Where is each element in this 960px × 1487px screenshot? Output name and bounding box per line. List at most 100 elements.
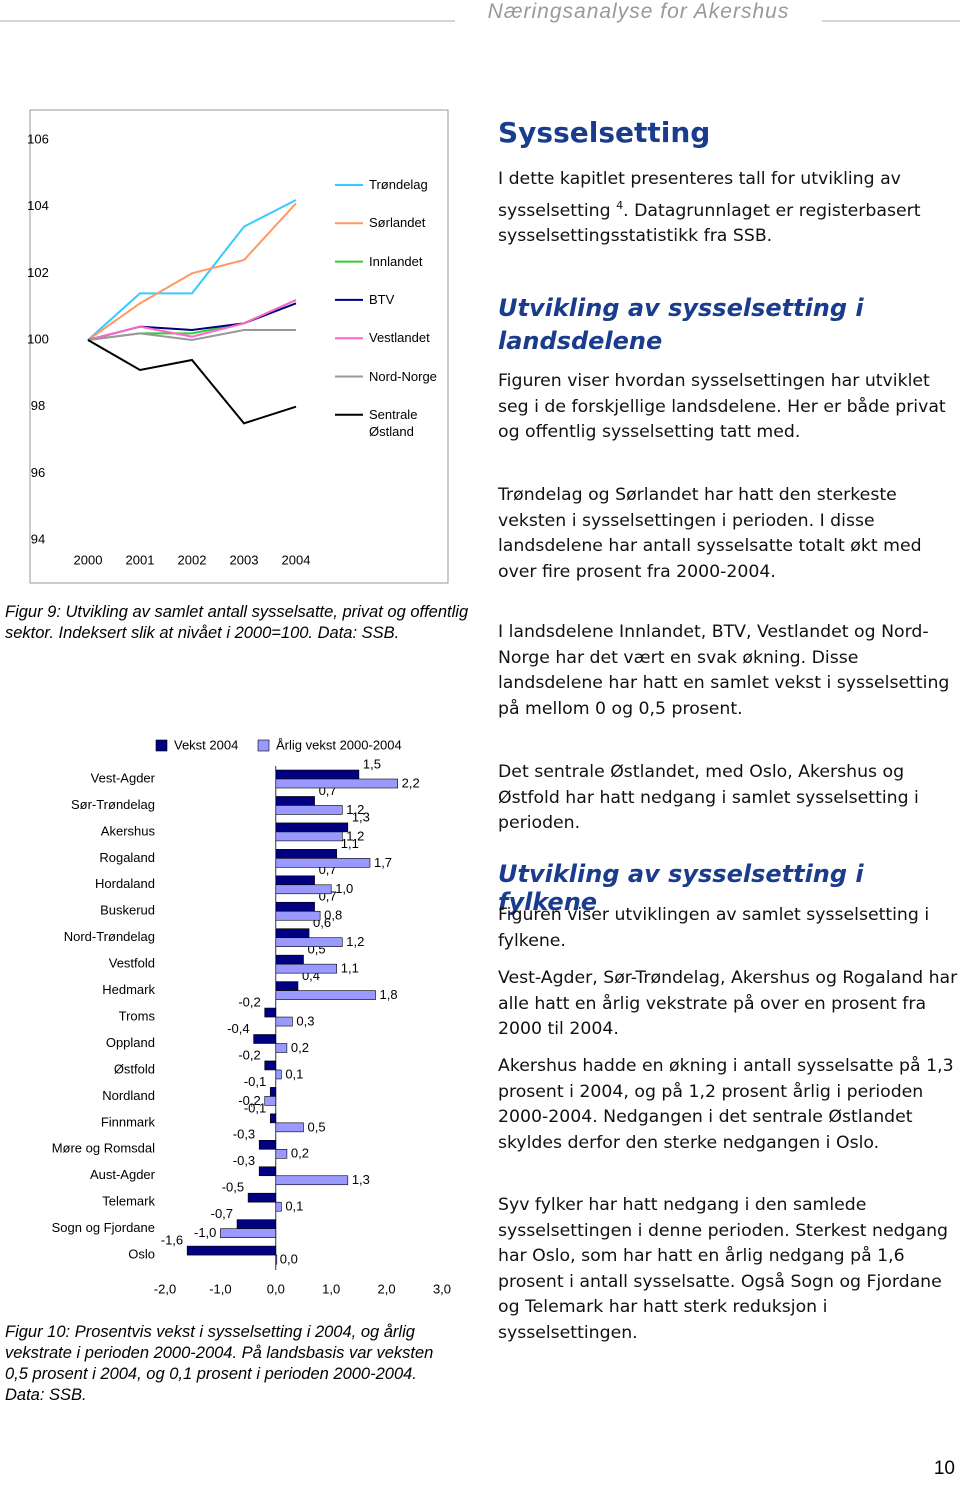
heading: Sysselsetting: [498, 116, 711, 149]
bar: [275, 884, 332, 895]
bar: [275, 1016, 293, 1027]
heading: Utvikling av sysselsetting i landsdelene: [498, 294, 864, 355]
data-label: 0,2: [291, 1040, 309, 1055]
x-tick-label: 0,0: [267, 1281, 285, 1296]
legend-label: Sentrale Østland: [369, 406, 418, 439]
data-label: 1,3: [352, 809, 370, 824]
data-label: 1,2: [346, 802, 364, 817]
x-tick-label: 1,0: [322, 1281, 340, 1296]
paragraph: Syv fylker har hatt nedgang i den samled…: [498, 1195, 949, 1343]
y-tick-label: 100: [27, 331, 49, 346]
data-label: -0,3: [233, 1153, 255, 1168]
y-tick-label: Rogaland: [99, 850, 155, 865]
legend-label: Årlig vekst 2000-2004: [276, 737, 402, 752]
bar: [269, 1113, 277, 1124]
bar: [275, 1149, 288, 1159]
bar: [269, 1087, 277, 1097]
line: [87, 339, 297, 425]
bar: [275, 1069, 282, 1080]
legend-label: Vestlandet: [369, 330, 430, 346]
data-label: -0,2: [238, 1093, 260, 1108]
data-label: 1,3: [352, 1172, 370, 1187]
figure-caption: Figur 10: Prosentvis vekst i sysselsetti…: [5, 1323, 434, 1404]
paragraph: Trøndelag og Sørlandet har hatt den ster…: [498, 485, 922, 582]
bar: [275, 937, 343, 948]
data-label: -0,5: [222, 1180, 244, 1195]
y-tick-label: 104: [27, 198, 49, 213]
y-tick-label: Troms: [119, 1008, 156, 1023]
y-tick-label: 102: [27, 265, 49, 280]
legend-label: Trøndelag: [369, 177, 428, 192]
legend-label: BTV: [369, 291, 395, 307]
bar: [220, 1228, 277, 1238]
data-label: 0,1: [285, 1066, 303, 1081]
bar: [253, 1034, 277, 1044]
y-tick-label: Sogn og Fjordane: [52, 1220, 155, 1235]
paragraph: Akershus hadde en økning i antall syssel…: [498, 1056, 954, 1153]
paragraph: Vest-Agder, Sør-Trøndelag, Akershus og R…: [498, 968, 958, 1039]
y-tick-label: Telemark: [102, 1194, 155, 1209]
y-tick-label: 106: [27, 131, 49, 146]
data-label: 0,5: [308, 1119, 326, 1134]
data-label: 0,0: [280, 1252, 298, 1267]
bar: [186, 1245, 277, 1256]
data-label: 1,1: [341, 836, 359, 851]
x-tick-label: -1,0: [209, 1281, 231, 1296]
y-tick-label: Aust-Agder: [90, 1167, 156, 1182]
bar: [258, 1140, 277, 1150]
bar: [275, 822, 349, 833]
bar: [275, 963, 338, 974]
x-tick-label: 2003: [230, 552, 259, 567]
y-tick-label: 96: [31, 465, 45, 480]
bar: [275, 928, 310, 939]
bar-chart: -2,0 -1,0 0,0 1,0 2,0 3,0 Vest-Agder Sør-Trønde…: [52, 737, 451, 1296]
y-tick-label: Møre og Romsdal: [52, 1141, 155, 1156]
y-tick-label: Vest-Agder: [91, 770, 156, 785]
bar: [275, 805, 343, 815]
data-label: 1,1: [341, 961, 359, 976]
y-tick-label: Østfold: [114, 1061, 155, 1076]
x-tick-label: 2000: [74, 552, 103, 567]
bar: [247, 1192, 277, 1203]
bar: [275, 858, 371, 868]
bar: [264, 1060, 277, 1071]
data-label: 1,2: [346, 934, 364, 949]
y-tick-label: 98: [31, 398, 45, 413]
bar: [275, 954, 304, 965]
legend-label: Innlandet: [369, 253, 423, 269]
y-tick-label: Oslo: [128, 1247, 155, 1262]
figure-caption: Figur 9: Utvikling av samlet antall syss…: [5, 603, 469, 642]
data-label: 1,7: [374, 855, 392, 870]
legend-label: Nord-Norge: [369, 368, 437, 384]
bar: [275, 1043, 288, 1053]
paragraph: Figuren viser hvordan sysselsettingen ha…: [498, 371, 946, 442]
data-label: 0,2: [291, 1146, 309, 1161]
data-label: 1,5: [363, 756, 381, 771]
line-chart: 94 96 98 100 102 104 106 2000 2001 2002 2003 2004: [27, 131, 363, 567]
data-label: -0,4: [227, 1021, 249, 1036]
paragraph: I landsdelene Innlandet, BTV, Vestlandet…: [498, 622, 950, 719]
charts: 94 96 98 100 102 104 106 2000 2001 2002 2003 2004 -…: [0, 20, 455, 1296]
y-tick-label: Oppland: [106, 1035, 155, 1050]
bar: [275, 831, 343, 842]
bar: [275, 1175, 349, 1186]
x-tick-label: 2,0: [378, 1281, 396, 1296]
data-label: 0,8: [324, 908, 342, 923]
bar: [275, 769, 360, 780]
bar: [275, 901, 315, 912]
y-tick-label: Nord-Trøndelag: [64, 929, 155, 944]
legend-label: Sørlandet: [369, 215, 426, 231]
y-tick-label: Buskerud: [100, 903, 155, 918]
data-label: -0,1: [244, 1074, 266, 1089]
paragraph: Det sentrale Østlandet, med Oslo, Akersh…: [498, 762, 919, 833]
x-tick-label: 2001: [126, 552, 155, 567]
data-label: 0,1: [285, 1199, 303, 1214]
data-label: 1,0: [335, 881, 353, 896]
paragraph: Figuren viser utviklingen av samlet syss…: [498, 905, 930, 951]
bar: [258, 1166, 277, 1177]
bar: [275, 796, 315, 806]
header-title: Næringsanalyse for Akershus: [487, 0, 790, 23]
bar: [264, 1007, 277, 1018]
footnote-ref: 4: [616, 198, 624, 212]
